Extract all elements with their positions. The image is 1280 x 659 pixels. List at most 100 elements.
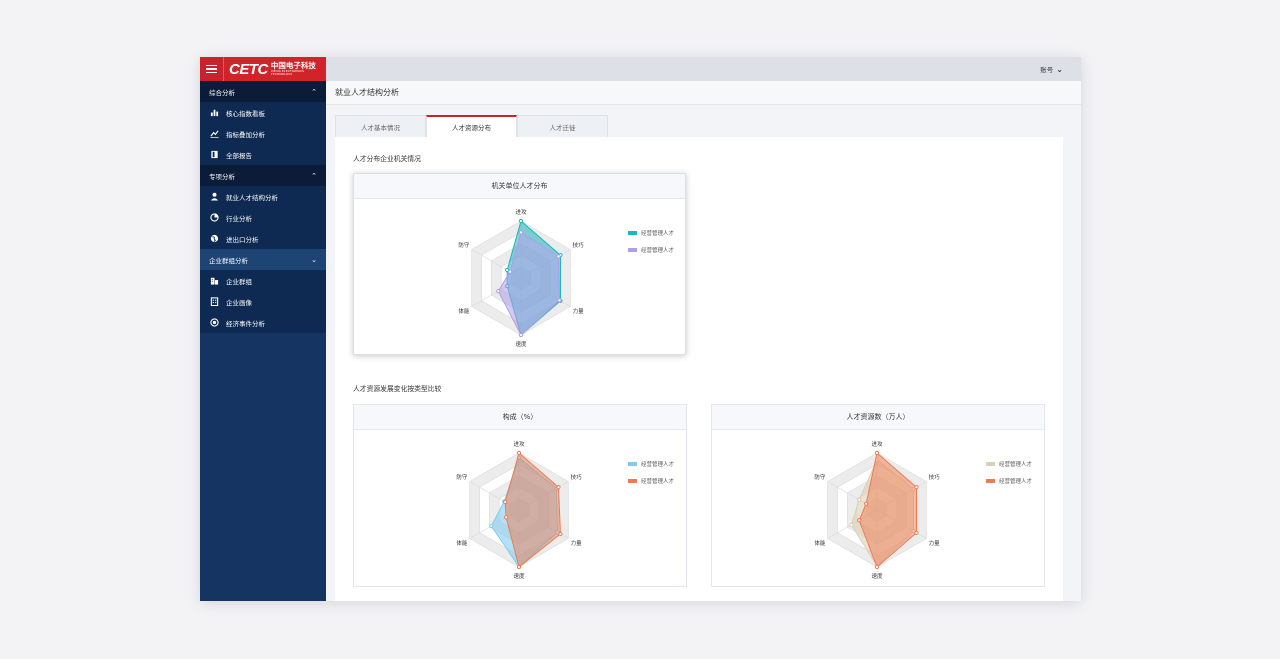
- sidebar-group-enterprise[interactable]: 企业群组分析 ⌄: [200, 249, 326, 270]
- sidebar-item-label: 指标叠加分析: [226, 130, 265, 139]
- card-title: 构成（%）: [354, 405, 686, 430]
- radar-card-agency: 机关单位人才分布 进攻 技巧 力量 速度 体能 防守 经营管理人才 经营管理人才: [353, 173, 686, 355]
- radar-point[interactable]: [505, 267, 510, 273]
- card-title: 人才资源数（万人）: [712, 405, 1044, 430]
- radar-point[interactable]: [914, 485, 919, 490]
- menu-icon[interactable]: [200, 57, 224, 81]
- building-icon: [210, 297, 219, 306]
- group-label: 综合分析: [209, 88, 235, 97]
- pie-chart-icon: [210, 213, 219, 222]
- sidebar-item-enterprise-profile[interactable]: 企业画像: [200, 291, 326, 312]
- radar-point[interactable]: [557, 298, 562, 303]
- legend-swatch[interactable]: [986, 479, 995, 483]
- radar-point[interactable]: [518, 230, 524, 235]
- chevron-up-icon: ⌃: [311, 87, 317, 96]
- radar-point[interactable]: [503, 499, 508, 505]
- legend-label: 经营管理人才: [641, 460, 675, 468]
- sidebar-item-indicator-overlay[interactable]: 指标叠加分析: [200, 123, 326, 144]
- chevron-down-icon: ⌄: [311, 255, 317, 264]
- app-window: CETC 中国电子科技 CHINA ELECTRONICS TECHNOLOGY…: [200, 57, 1081, 601]
- logo-text: CETC: [229, 60, 268, 78]
- radar-point[interactable]: [874, 450, 880, 456]
- tab-talent-basics[interactable]: 人才基本情况: [335, 115, 426, 137]
- sidebar-item-enterprise-group[interactable]: 企业群组: [200, 270, 326, 291]
- legend-swatch[interactable]: [628, 479, 637, 483]
- radar-axis-label: 速度: [513, 572, 525, 580]
- radar-point[interactable]: [516, 450, 522, 456]
- content-panel: 人才分布企业机关情况 机关单位人才分布 进攻 技巧 力量 速度 体能 防守 经营管理人才 经营…: [335, 137, 1063, 601]
- radar-axis-label: 力量: [571, 539, 583, 547]
- radar-point[interactable]: [857, 497, 862, 502]
- sidebar-item-label: 就业人才结构分析: [226, 193, 278, 202]
- radar-axis-label: 进攻: [871, 440, 883, 448]
- radar-axis-label: 速度: [515, 340, 527, 348]
- bar-chart-icon: [210, 108, 219, 117]
- radar-axis-label: 力量: [929, 539, 941, 547]
- radar-point[interactable]: [558, 531, 563, 537]
- radar-point[interactable]: [518, 332, 524, 338]
- sidebar-item-label: 企业画像: [226, 298, 252, 307]
- account-label: 账号: [1040, 66, 1054, 74]
- radar-axis-label: 防守: [814, 473, 826, 481]
- sidebar-item-label: 行业分析: [226, 214, 252, 223]
- radar-axis-label: 进攻: [515, 208, 527, 216]
- sidebar-item-all-reports[interactable]: 全部报告: [200, 144, 326, 165]
- sidebar-group-special[interactable]: 专项分析 ⌃: [200, 165, 326, 186]
- radar-axis-label: 力量: [573, 307, 585, 315]
- radar-point[interactable]: [496, 289, 501, 294]
- sidebar-item-economic-events[interactable]: 经济事件分析: [200, 312, 326, 333]
- radar-axis-label: 体能: [458, 307, 470, 315]
- radar-point[interactable]: [516, 564, 522, 570]
- legend-swatch[interactable]: [628, 248, 637, 252]
- brand-logo[interactable]: CETC 中国电子科技 CHINA ELECTRONICS TECHNOLOGY: [224, 57, 326, 81]
- radar-point[interactable]: [489, 523, 494, 529]
- sidebar-group-overview[interactable]: 综合分析 ⌃: [200, 81, 326, 102]
- sidebar-item-talent-structure[interactable]: 就业人才结构分析: [200, 186, 326, 207]
- radar-point[interactable]: [849, 522, 854, 527]
- section-title-compare: 人才资源发展变化按类型比较: [353, 385, 442, 393]
- legend-label: 经营管理人才: [641, 477, 675, 485]
- legend-swatch[interactable]: [628, 231, 637, 235]
- tab-talent-distribution[interactable]: 人才资源分布: [426, 115, 517, 137]
- buildings-icon: [210, 276, 219, 285]
- sidebar-item-industry[interactable]: 行业分析: [200, 207, 326, 228]
- group-label: 专项分析: [209, 172, 235, 181]
- tab-talent-migration[interactable]: 人才迁徙: [517, 115, 608, 137]
- radar-axis-label: 进攻: [513, 440, 525, 448]
- radar-axis-label: 技巧: [929, 473, 941, 481]
- sidebar-item-label: 经济事件分析: [226, 319, 265, 328]
- sidebar-item-label: 企业群组: [226, 277, 252, 286]
- account-menu[interactable]: 账号 ⌄: [1040, 64, 1063, 75]
- radar-point[interactable]: [874, 564, 880, 570]
- logo-cn: 中国电子科技: [270, 60, 316, 70]
- section-title-distribution: 人才分布企业机关情况: [353, 155, 421, 163]
- radar-axis-label: 体能: [814, 539, 826, 547]
- main-area: 账号 ⌄ 就业人才结构分析 人才基本情况 人才资源分布 人才迁徙 人才分布企业机…: [326, 57, 1081, 601]
- radar-point[interactable]: [857, 518, 862, 523]
- radar-point[interactable]: [504, 515, 509, 520]
- radar-point[interactable]: [518, 218, 524, 224]
- legend-swatch[interactable]: [628, 462, 637, 466]
- radar-point[interactable]: [556, 485, 561, 490]
- sidebar-item-import-export[interactable]: 进出口分析: [200, 228, 326, 249]
- sidebar-header: CETC 中国电子科技 CHINA ELECTRONICS TECHNOLOGY: [200, 57, 326, 81]
- user-icon: [210, 192, 219, 201]
- legend-swatch[interactable]: [986, 462, 995, 466]
- card-title: 机关单位人才分布: [354, 174, 685, 199]
- radar-point[interactable]: [508, 269, 513, 274]
- legend-label: 经营管理人才: [999, 460, 1033, 468]
- radar-point[interactable]: [914, 530, 919, 535]
- radar-axis-label: 体能: [456, 539, 468, 547]
- book-icon: [210, 150, 219, 159]
- page-title: 就业人才结构分析: [326, 81, 1081, 105]
- sidebar-item-label: 核心指数看板: [226, 109, 265, 118]
- sidebar-item-core-index[interactable]: 核心指数看板: [200, 102, 326, 123]
- radar-point[interactable]: [556, 254, 561, 259]
- radar-point[interactable]: [864, 501, 869, 506]
- legend-label: 经营管理人才: [641, 246, 675, 254]
- tab-bar: 人才基本情况 人才资源分布 人才迁徙: [335, 115, 608, 137]
- radar-axis-label: 技巧: [571, 473, 583, 481]
